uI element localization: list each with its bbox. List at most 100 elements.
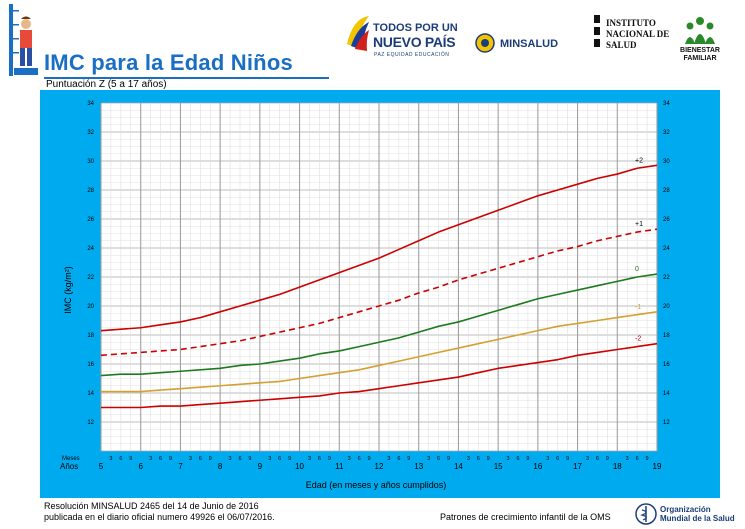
series-label: -2 <box>635 336 641 343</box>
who-logo-line2: Mundial de la Salud <box>660 514 735 523</box>
x-year-tick-label: 6 <box>138 462 143 471</box>
y-tick-label-left: 32 <box>87 130 94 136</box>
x-year-tick-label: 8 <box>218 462 223 471</box>
y-tick-label-right: 26 <box>663 217 670 223</box>
x-month-tick-label: 3 <box>387 456 390 462</box>
footer-resolution-line2: publicada en el diario oficial numero 49… <box>44 512 275 522</box>
x-month-tick-label: 3 <box>467 456 470 462</box>
x-year-tick-label: 5 <box>99 462 104 471</box>
x-month-tick-label: 9 <box>129 456 132 462</box>
icbf-logo-line1: BIENESTAR <box>680 47 720 54</box>
series-line-zplus1 <box>100 228 658 357</box>
x-month-tick-label: 6 <box>596 456 599 462</box>
series-label: +2 <box>635 157 643 164</box>
x-month-tick-label: 3 <box>427 456 430 462</box>
footer-resolution: Resolución MINSALUD 2465 del 14 de Junio… <box>44 501 275 523</box>
y-tick-label-left: 12 <box>87 420 94 426</box>
x-month-tick-label: 3 <box>268 456 271 462</box>
x-month-tick-label: 3 <box>308 456 311 462</box>
minsalud-seal-icon <box>475 33 495 53</box>
series-label: +1 <box>635 221 643 228</box>
who-emblem-icon <box>635 503 657 525</box>
x-year-tick-label: 16 <box>533 462 542 471</box>
x-month-tick-label: 6 <box>238 456 241 462</box>
x-month-tick-label: 3 <box>229 456 232 462</box>
y-tick-label-right: 16 <box>663 362 670 368</box>
y-tick-label-right: 28 <box>663 188 670 194</box>
series-line-zminus1 <box>101 311 658 393</box>
x-year-tick-label: 11 <box>335 462 344 471</box>
x-year-tick-label: 17 <box>573 462 582 471</box>
icbf-logo-text: BIENESTAR FAMILIAR <box>680 47 720 63</box>
x-months-row-label: Meses <box>62 456 80 462</box>
y-tick-label-left: 28 <box>87 188 94 194</box>
y-tick-label-left: 24 <box>87 246 94 252</box>
x-month-tick-label: 6 <box>477 456 480 462</box>
x-month-tick-label: 6 <box>119 456 122 462</box>
x-month-tick-label: 6 <box>437 456 440 462</box>
y-tick-label-right: 22 <box>663 275 670 281</box>
x-year-tick-label: 12 <box>375 462 384 471</box>
header: IMC para la Edad Niños Puntuación Z (5 a… <box>0 0 745 90</box>
x-month-tick-label: 3 <box>626 456 629 462</box>
y-tick-label-right: 12 <box>663 420 670 426</box>
x-month-tick-label: 9 <box>526 456 529 462</box>
y-tick-label-left: 16 <box>87 362 94 368</box>
y-tick-label-right: 18 <box>663 333 670 339</box>
x-month-tick-label: 6 <box>636 456 639 462</box>
minsalud-logo-text: MINSALUD <box>500 38 559 50</box>
x-month-tick-label: 6 <box>358 456 361 462</box>
title-rule <box>44 77 329 79</box>
x-month-tick-label: 9 <box>407 456 410 462</box>
y-tick-label-left: 14 <box>87 391 94 397</box>
ins-emblem-icon <box>594 15 600 47</box>
series-labels: +2 +1 0 -1 -2 <box>635 157 643 342</box>
footer-resolution-line1: Resolución MINSALUD 2465 del 14 de Junio… <box>44 501 259 511</box>
series-line-zplus2 <box>100 164 658 332</box>
x-month-tick-label: 9 <box>169 456 172 462</box>
y-tick-label-left: 20 <box>87 304 94 310</box>
x-month-tick-label: 6 <box>278 456 281 462</box>
x-year-tick-label: 9 <box>258 462 263 471</box>
x-month-tick-label: 9 <box>248 456 251 462</box>
y-tick-label-right: 14 <box>663 391 670 397</box>
x-month-tick-label: 6 <box>397 456 400 462</box>
y-tick-label-right: 30 <box>663 159 670 165</box>
who-logo-text: Organización Mundial de la Salud <box>660 505 735 523</box>
x-month-tick-label: 9 <box>368 456 371 462</box>
chart-series <box>100 164 658 409</box>
x-year-tick-label: 13 <box>414 462 423 471</box>
y-tick-label-right: 20 <box>663 304 670 310</box>
y-tick-label-left: 34 <box>87 101 94 107</box>
x-month-tick-label: 6 <box>159 456 162 462</box>
x-year-tick-label: 7 <box>178 462 183 471</box>
y-tick-label-left: 22 <box>87 275 94 281</box>
icbf-family-icon <box>685 17 715 44</box>
x-year-tick-label: 15 <box>494 462 503 471</box>
ins-logo-line2: NACIONAL DE <box>606 29 670 39</box>
x-month-tick-label: 9 <box>447 456 450 462</box>
colombia-flag-icon <box>347 16 369 51</box>
ins-logo-line1: INSTITUTO <box>606 18 656 28</box>
x-years-row-label: Años <box>60 462 78 471</box>
series-label: -1 <box>635 304 641 311</box>
x-year-tick-label: 19 <box>653 462 662 471</box>
x-month-tick-label: 3 <box>507 456 510 462</box>
series-line-zminus2 <box>101 342 658 409</box>
ins-logo-text: INSTITUTO NACIONAL DE SALUD <box>606 18 669 51</box>
x-month-tick-label: 9 <box>606 456 609 462</box>
page-title: IMC para la Edad Niños <box>44 50 293 75</box>
x-month-tick-label: 3 <box>348 456 351 462</box>
page-subtitle: Puntuación Z (5 a 17 años) <box>46 79 167 90</box>
icbf-logo-line2: FAMILIAR <box>683 55 717 62</box>
x-month-tick-label: 6 <box>318 456 321 462</box>
x-month-tick-label: 9 <box>566 456 569 462</box>
x-month-tick-label: 9 <box>487 456 490 462</box>
x-month-tick-label: 3 <box>586 456 589 462</box>
series-line-z0 <box>100 273 658 377</box>
y-tick-label-right: 24 <box>663 246 670 252</box>
x-month-tick-label: 6 <box>516 456 519 462</box>
y-tick-labels: 12 12 14 14 16 16 18 18 20 20 22 22 24 24 26 26 28 28 30 30… <box>87 101 670 426</box>
y-tick-label-left: 30 <box>87 159 94 165</box>
footer-patterns: Patrones de crecimiento infantil de la O… <box>440 512 611 522</box>
